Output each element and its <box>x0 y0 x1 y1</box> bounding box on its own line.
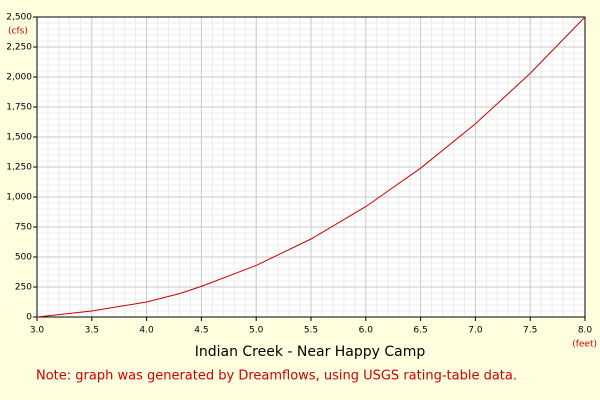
y-tick-label: 500 <box>15 253 32 263</box>
y-tick-label: 250 <box>15 283 32 293</box>
y-tick-label: 1,250 <box>6 163 32 173</box>
y-tick-label: 2,250 <box>6 43 32 53</box>
y-tick-label: 2,000 <box>6 73 32 83</box>
x-tick-label: 3.5 <box>85 326 99 336</box>
data-line <box>36 16 586 318</box>
x-tick-label: 5.0 <box>249 326 264 336</box>
note: Note: graph was generated by Dreamflows,… <box>36 369 517 384</box>
x-tick-label: 8.0 <box>578 326 593 336</box>
x-tick-label: 7.0 <box>468 326 483 336</box>
x-tick-label: 4.5 <box>194 326 208 336</box>
y-unit: (cfs) <box>8 27 28 37</box>
x-tick-label: 6.5 <box>413 326 427 336</box>
y-tick-label: 1,500 <box>6 133 32 143</box>
x-tick-label: 6.0 <box>359 326 374 336</box>
x-unit: (feet) <box>572 340 597 350</box>
x-tick-label: 5.5 <box>304 326 318 336</box>
y-tick-label: 1,000 <box>6 193 32 203</box>
x-tick-label: 4.0 <box>139 326 154 336</box>
x-tick-label: 7.5 <box>523 326 537 336</box>
y-tick-label: 0 <box>26 313 32 323</box>
plot-border <box>36 16 586 318</box>
y-tick-label: 1,750 <box>6 103 32 113</box>
chart-title: Indian Creek - Near Happy Camp <box>195 344 426 360</box>
y-tick-label: 750 <box>15 223 32 233</box>
y-tick-label: 2,500 <box>6 13 32 23</box>
x-tick-label: 3.0 <box>30 326 45 336</box>
